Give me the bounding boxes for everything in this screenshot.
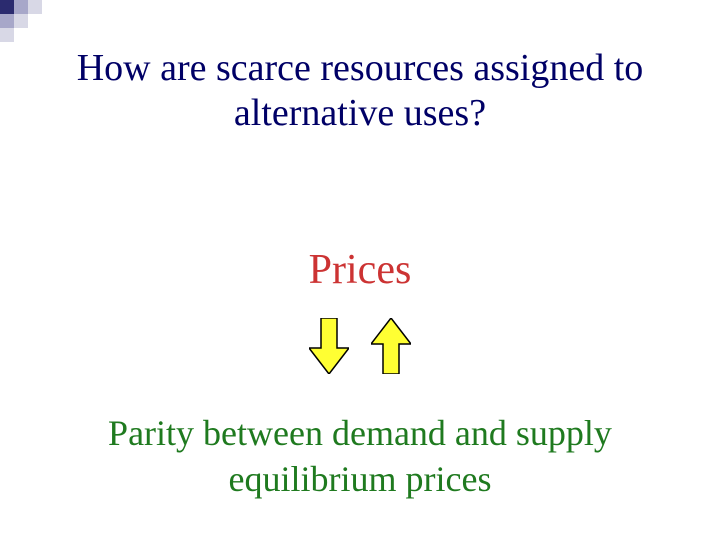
parity-text-line2: equilibrium prices	[0, 458, 720, 500]
corner-square	[28, 0, 42, 14]
prices-label: Prices	[0, 246, 720, 294]
arrow-down-icon	[309, 318, 349, 374]
slide-title: How are scarce resources assigned to alt…	[0, 46, 720, 136]
corner-square	[14, 14, 28, 28]
corner-square	[14, 0, 28, 14]
arrow-down-shape	[309, 318, 349, 374]
corner-decoration	[0, 0, 42, 42]
arrow-up-icon	[371, 318, 411, 374]
corner-square	[0, 14, 14, 28]
arrow-up-shape	[371, 318, 411, 374]
corner-square	[0, 28, 14, 42]
corner-square	[0, 0, 14, 14]
arrows-group	[0, 318, 720, 374]
parity-text-line1: Parity between demand and supply	[0, 412, 720, 454]
